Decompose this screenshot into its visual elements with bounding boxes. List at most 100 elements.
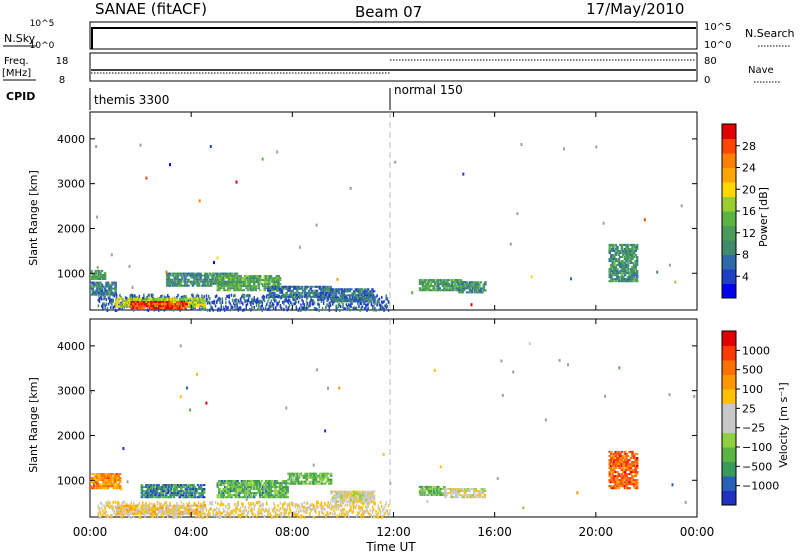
data-cell [362,494,365,497]
data-cell [418,289,422,292]
data-cell [112,287,116,290]
data-cell [103,473,107,476]
data-cell [105,479,108,482]
data-cell [176,504,179,507]
data-cell [173,282,177,285]
data-cell [179,278,183,281]
data-cell [315,285,319,288]
data-cell [617,258,621,260]
data-cell [281,490,285,493]
data-cell [94,483,98,486]
data-cell [127,504,130,507]
data-cell [156,512,159,515]
data-cell [197,510,200,513]
data-cell [181,496,185,499]
data-cell [233,277,236,280]
data-cell [626,272,630,275]
data-cell [299,505,301,509]
data-cell [263,281,267,284]
data-cell [151,496,154,499]
data-cell [456,494,459,497]
data-cell [631,254,634,256]
data-cell [141,512,144,515]
data-cell [206,276,210,279]
data-cell [298,245,301,249]
data-cell [190,280,193,283]
data-cell [308,289,311,292]
data-cell [635,280,639,283]
data-cell [613,469,616,472]
data-cell [266,494,270,497]
data-cell [179,510,182,513]
data-cell [192,305,196,308]
data-cell [93,291,96,294]
data-cell [423,289,426,292]
data-cell [173,284,177,287]
data-cell [273,293,276,296]
data-cell [467,283,470,286]
data-cell [463,488,467,491]
data-cell [186,512,190,515]
data-cell [435,287,439,290]
data-cell [295,509,298,513]
data-cell [634,479,637,482]
data-cell [175,278,178,281]
data-cell [195,299,199,302]
data-cell [107,302,110,306]
data-cell [300,514,302,518]
data-cell [183,486,186,489]
data-cell [135,297,138,300]
data-cell [362,502,365,506]
data-cell [460,490,464,493]
data-cell [265,480,268,482]
data-cell [443,279,446,282]
data-cell [245,509,247,513]
data-cell [156,305,159,308]
data-cell [693,395,696,398]
data-cell [570,277,572,281]
data-cell [174,508,178,511]
data-cell [634,248,637,250]
data-cell [462,172,465,176]
data-cell [272,496,276,499]
data-cell [227,494,230,497]
data-cell [242,285,245,288]
data-cell [313,480,316,483]
colorbar-swatch [722,461,736,477]
data-cell [108,473,111,476]
data-cell [616,485,619,488]
data-cell [611,465,615,467]
data-cell [261,295,263,299]
data-cell [314,476,318,479]
data-cell [243,496,247,499]
data-cell [119,307,121,311]
data-cell [223,307,226,311]
data-cell [451,490,455,493]
data-cell [183,512,187,515]
data-cell [193,274,196,277]
data-cell [219,482,223,485]
data-cell [330,288,333,291]
data-cell [478,289,481,292]
data-cell [243,480,247,482]
data-cell [251,496,254,499]
data-cell [376,294,378,298]
data-cell [109,477,113,480]
data-cell [461,281,464,284]
data-cell [311,289,314,292]
data-cell [610,256,613,258]
data-cell [336,288,339,291]
data-cell [197,299,200,302]
data-cell [294,299,296,303]
data-cell [148,484,151,487]
data-cell [423,493,426,496]
data-cell [236,304,238,308]
data-cell [626,276,630,279]
data-cell [358,305,360,308]
data-cell [284,299,286,303]
data-cell [325,474,328,477]
colorbar-tick-label: 16 [742,205,756,218]
data-cell [312,302,315,306]
data-cell [94,477,98,480]
